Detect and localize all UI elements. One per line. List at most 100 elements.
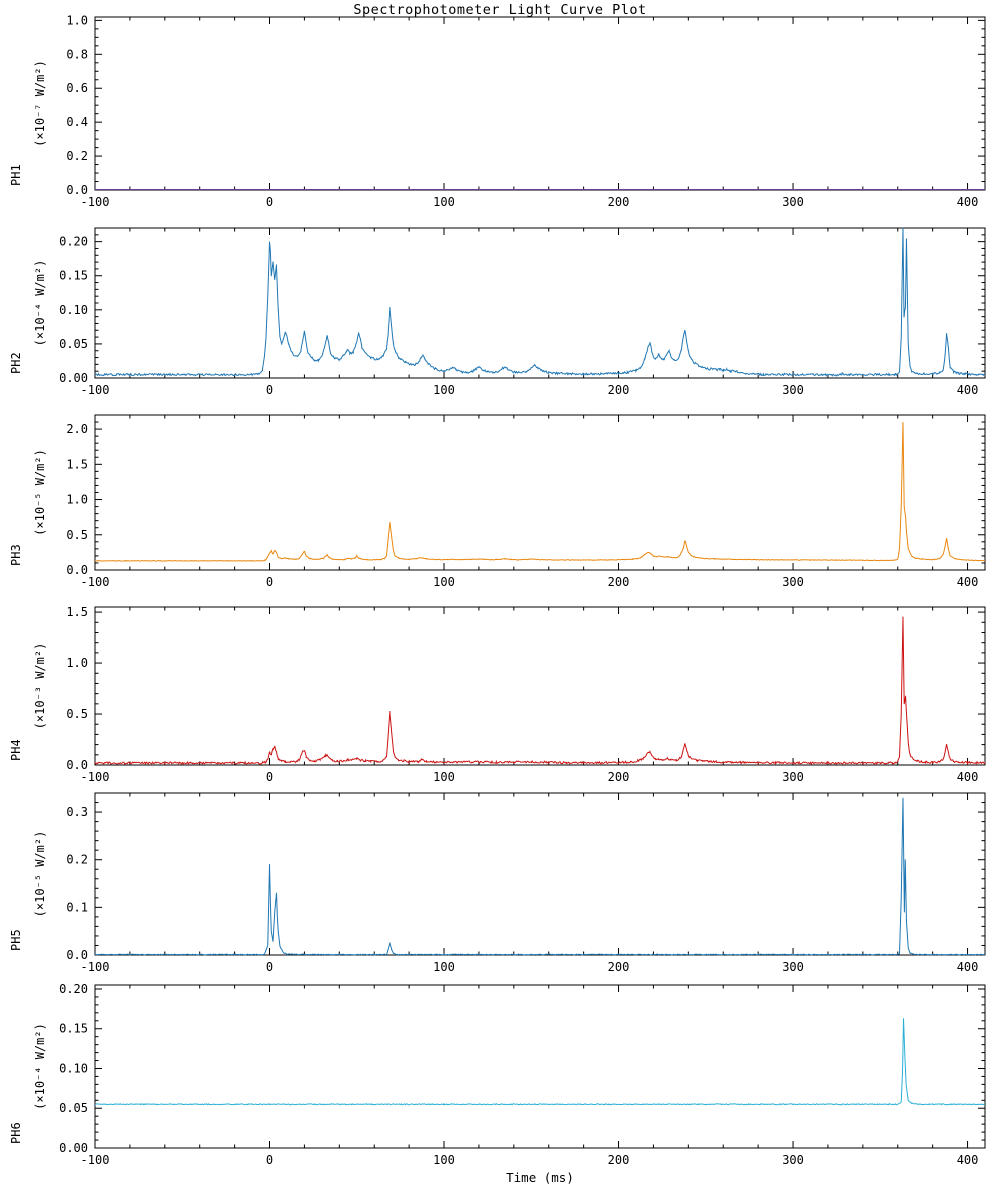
x-tick-label: 100 xyxy=(433,383,455,397)
y-axis-channel-label: PH2 xyxy=(9,352,23,374)
x-tick-label: 0 xyxy=(266,960,273,974)
y-tick-labels: 0.0 0.2 0.4 0.6 0.8 1.0 xyxy=(66,13,88,197)
x-tick-label: 400 xyxy=(957,195,979,209)
x-ticks xyxy=(94,228,969,378)
panel-frame xyxy=(94,606,986,766)
x-tick-label: 400 xyxy=(957,383,979,397)
panel-PH1: -100 0 100 200 300 400 0.0 0.2 0.4 0.6 0.8 1.0 PH1 (×… xyxy=(9,13,986,209)
y-axis-channel-label: PH1 xyxy=(9,164,23,186)
x-tick-label: 100 xyxy=(433,195,455,209)
series-line-PH3 xyxy=(95,422,985,562)
x-tick-label: 300 xyxy=(782,383,804,397)
y-axis-channel-label: PH5 xyxy=(9,929,23,951)
y-ticks xyxy=(95,414,985,571)
y-tick-label: 0.6 xyxy=(66,81,88,95)
x-tick-label: 300 xyxy=(782,960,804,974)
panel-PH6: -100 0 100 200 300 400 0.00 0.05 0.10 0.15 0.20 PH6… xyxy=(9,982,986,1167)
x-tick-label: 300 xyxy=(782,1153,804,1167)
x-ticks xyxy=(94,415,969,570)
x-tick-label: 400 xyxy=(957,1153,979,1167)
x-tick-label: -100 xyxy=(81,575,110,589)
y-tick-label: 0.00 xyxy=(59,1141,88,1155)
y-tick-label: 0.2 xyxy=(66,853,88,867)
y-tick-label: 0.05 xyxy=(59,1101,88,1115)
y-tick-label: 0.10 xyxy=(59,1061,88,1075)
series-line-PH4 xyxy=(95,616,985,766)
y-tick-label: 0.8 xyxy=(66,47,88,61)
x-tick-labels: -100 0 100 200 300 400 xyxy=(81,770,979,784)
x-tick-labels: -100 0 100 200 300 400 xyxy=(81,960,979,974)
x-tick-label: 200 xyxy=(608,575,630,589)
y-axis-units-label: (×10⁻⁴ W/m²) xyxy=(33,260,47,347)
y-tick-label: 0.15 xyxy=(59,1022,88,1036)
y-tick-labels: 0.0 0.1 0.2 0.3 xyxy=(66,805,88,962)
x-tick-label: -100 xyxy=(81,960,110,974)
x-ticks xyxy=(94,985,969,1148)
x-ticks xyxy=(94,17,969,190)
x-axis-title: Time (ms) xyxy=(506,1170,574,1185)
panel-frame xyxy=(94,984,986,1149)
y-tick-label: 1.0 xyxy=(66,493,88,507)
y-tick-label: 1.5 xyxy=(66,457,88,471)
x-tick-label: 0 xyxy=(266,1153,273,1167)
x-ticks xyxy=(94,793,969,955)
y-ticks xyxy=(95,227,985,379)
y-tick-label: 0.2 xyxy=(66,149,88,163)
y-tick-label: 2.0 xyxy=(66,422,88,436)
x-tick-labels: -100 0 100 200 300 400 xyxy=(81,575,979,589)
chart-title: Spectrophotometer Light Curve Plot xyxy=(353,2,647,18)
y-tick-label: 0.0 xyxy=(66,183,88,197)
x-tick-labels: -100 0 100 200 300 400 xyxy=(81,1153,979,1167)
x-tick-label: 0 xyxy=(266,195,273,209)
y-axis-units-label: (×10⁻⁵ W/m²) xyxy=(33,449,47,536)
x-tick-label: 0 xyxy=(266,383,273,397)
y-tick-label: 0.1 xyxy=(66,900,88,914)
x-tick-label: 100 xyxy=(433,575,455,589)
y-tick-label: 0.20 xyxy=(59,235,88,249)
y-tick-label: 0.0 xyxy=(66,758,88,772)
y-tick-label: 1.0 xyxy=(66,656,88,670)
x-tick-label: -100 xyxy=(81,383,110,397)
series-line-PH6 xyxy=(95,1018,985,1106)
x-tick-label: 200 xyxy=(608,960,630,974)
y-tick-labels: 0.00 0.05 0.10 0.15 0.20 xyxy=(59,982,88,1155)
x-tick-labels: -100 0 100 200 300 400 xyxy=(81,383,979,397)
y-tick-label: 0.5 xyxy=(66,707,88,721)
y-tick-label: 0.3 xyxy=(66,805,88,819)
x-tick-label: 300 xyxy=(782,195,804,209)
x-tick-label: 300 xyxy=(782,770,804,784)
y-axis-channel-label: PH6 xyxy=(9,1122,23,1144)
x-tick-label: 0 xyxy=(266,770,273,784)
panel-frame xyxy=(94,227,986,379)
x-tick-label: 400 xyxy=(957,770,979,784)
y-tick-label: 0.00 xyxy=(59,371,88,385)
y-tick-label: 0.0 xyxy=(66,563,88,577)
y-tick-label: 0.15 xyxy=(59,269,88,283)
x-tick-label: 100 xyxy=(433,770,455,784)
x-tick-labels: -100 0 100 200 300 400 xyxy=(81,195,979,209)
x-ticks xyxy=(94,607,969,765)
y-axis-channel-label: PH3 xyxy=(9,544,23,566)
y-tick-label: 0.0 xyxy=(66,948,88,962)
y-ticks xyxy=(95,611,985,766)
x-tick-label: 400 xyxy=(957,575,979,589)
x-tick-label: 100 xyxy=(433,1153,455,1167)
x-tick-label: -100 xyxy=(81,770,110,784)
y-tick-label: 0.10 xyxy=(59,303,88,317)
panel-PH4: -100 0 100 200 300 400 0.0 0.5 1.0 1.5 PH4 (×10⁻³ W… xyxy=(9,605,986,784)
y-tick-label: 0.4 xyxy=(66,115,88,129)
x-tick-label: 100 xyxy=(433,960,455,974)
x-tick-label: 300 xyxy=(782,575,804,589)
y-tick-labels: 0.00 0.05 0.10 0.15 0.20 xyxy=(59,235,88,385)
x-tick-label: -100 xyxy=(81,1153,110,1167)
y-tick-label: 1.5 xyxy=(66,605,88,619)
panel-PH2: -100 0 100 200 300 400 0.00 0.05 0.10 0.15 0.20 PH2… xyxy=(9,227,986,397)
y-ticks xyxy=(95,19,985,191)
series-line-PH5 xyxy=(95,797,985,956)
y-tick-label: 0.20 xyxy=(59,982,88,996)
y-tick-label: 1.0 xyxy=(66,13,88,27)
x-tick-label: 400 xyxy=(957,960,979,974)
x-tick-label: 200 xyxy=(608,195,630,209)
y-ticks xyxy=(95,792,985,956)
